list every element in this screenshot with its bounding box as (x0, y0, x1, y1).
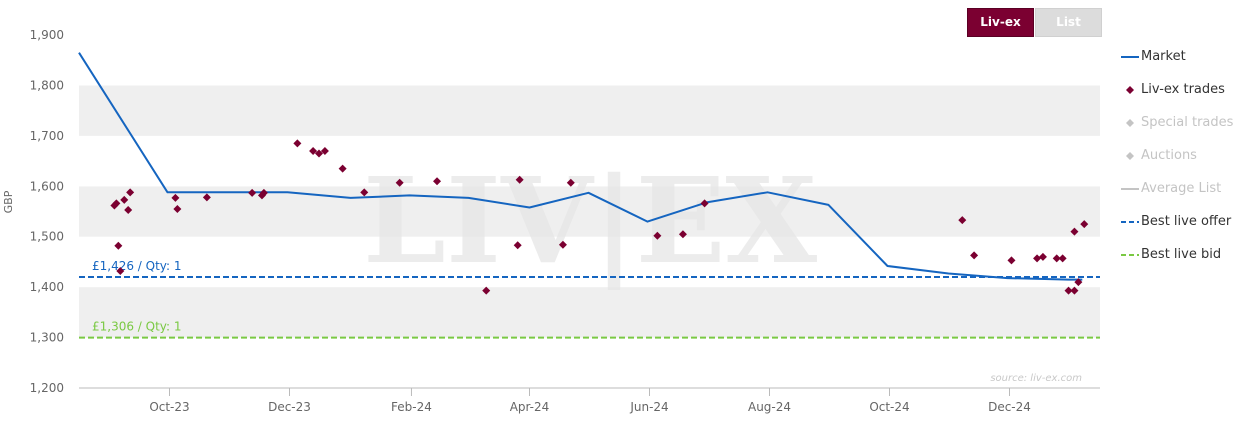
legend-label: Special trades (1141, 115, 1234, 130)
reference-line-label: £1,306 / Qty: 1 (92, 320, 182, 334)
trade-point[interactable] (1033, 254, 1042, 263)
y-tick-label: 1,500 (30, 230, 64, 244)
y-tick-label: 1,700 (30, 129, 64, 143)
trade-point[interactable] (173, 204, 182, 213)
y-tick-label: 1,200 (30, 381, 64, 395)
x-tick-label: Dec-23 (268, 400, 311, 414)
legend-item-special-trades[interactable]: Special trades (1120, 106, 1238, 139)
watermark: LIV|EX (363, 151, 818, 290)
trade-point[interactable] (958, 216, 967, 225)
x-tick-label: Apr-24 (510, 400, 550, 414)
y-tick-label: 1,800 (30, 78, 64, 92)
trade-point[interactable] (360, 188, 369, 197)
y-tick-label: 1,400 (30, 280, 64, 294)
x-tick-label: Oct-23 (149, 400, 189, 414)
legend-label: Auctions (1141, 148, 1197, 163)
trade-point[interactable] (320, 146, 329, 155)
y-axis-title: GBP (2, 190, 15, 213)
trade-point[interactable] (1070, 227, 1079, 236)
x-tick-label: Feb-24 (391, 400, 432, 414)
legend-item-best-live-offer[interactable]: Best live offer (1120, 205, 1238, 238)
grid-band (79, 85, 1100, 136)
line-icon (1120, 183, 1140, 195)
legend-label: Best live bid (1141, 247, 1222, 262)
trade-point[interactable] (1007, 256, 1016, 265)
trade-point[interactable] (309, 146, 318, 155)
trade-point[interactable] (1052, 254, 1061, 263)
legend-item-average-list[interactable]: Average List (1120, 172, 1238, 205)
livex-toggle-button[interactable]: Liv-ex (967, 8, 1034, 37)
diamond-icon (1120, 150, 1140, 162)
grid-band (79, 135, 1100, 187)
y-tick-label: 1,300 (30, 331, 64, 345)
trade-point[interactable] (482, 286, 491, 295)
trade-point[interactable] (171, 193, 180, 202)
trade-point[interactable] (700, 199, 709, 208)
dashed-line-icon (1120, 216, 1140, 228)
trade-point[interactable] (338, 164, 347, 173)
x-tick-label: Aug-24 (748, 400, 791, 414)
legend-label: Average List (1141, 181, 1222, 196)
trade-point[interactable] (1070, 286, 1079, 295)
legend: Market Liv-ex trades Special trades Auct… (1120, 40, 1238, 271)
trade-point[interactable] (433, 177, 442, 186)
trade-point[interactable] (558, 240, 567, 249)
grid-band (79, 236, 1100, 288)
trade-point[interactable] (112, 199, 121, 208)
grid-band (79, 287, 1100, 338)
diamond-icon (1120, 84, 1140, 96)
trade-point[interactable] (395, 178, 404, 187)
market-line (78, 52, 1083, 281)
trade-point[interactable] (1074, 278, 1083, 287)
trade-point[interactable] (126, 188, 135, 197)
x-tick-label: Dec-24 (988, 400, 1031, 414)
trade-point[interactable] (513, 241, 522, 250)
trade-point[interactable] (248, 188, 257, 197)
trade-point[interactable] (202, 193, 211, 202)
line-icon (1120, 51, 1140, 63)
trade-point[interactable] (120, 195, 129, 204)
trade-point[interactable] (116, 267, 125, 276)
legend-item-livex-trades[interactable]: Liv-ex trades (1120, 73, 1238, 106)
source-credit: source: liv-ex.com (990, 373, 1082, 384)
trade-point[interactable] (1038, 252, 1047, 261)
trade-point[interactable] (124, 205, 133, 214)
trade-point[interactable] (566, 178, 575, 187)
legend-item-market[interactable]: Market (1120, 40, 1238, 73)
trade-point[interactable] (970, 251, 979, 260)
reference-line-label: £1,426 / Qty: 1 (92, 259, 182, 273)
grid-band (79, 186, 1100, 237)
x-tick-label: Oct-24 (869, 400, 909, 414)
grid-band (79, 337, 1100, 388)
x-tick-label: Jun-24 (629, 400, 668, 414)
diamond-icon (1120, 117, 1140, 129)
trade-point[interactable] (678, 230, 687, 239)
trade-point[interactable] (293, 139, 302, 148)
legend-label: Liv-ex trades (1141, 82, 1225, 97)
list-toggle-button[interactable]: List (1035, 8, 1102, 37)
trade-point[interactable] (1058, 254, 1067, 263)
y-tick-label: 1,900 (30, 28, 64, 42)
grid-band (79, 35, 1100, 86)
legend-item-best-live-bid[interactable]: Best live bid (1120, 238, 1238, 271)
trade-point[interactable] (315, 149, 324, 158)
trade-point[interactable] (259, 188, 268, 197)
dashed-line-icon (1120, 249, 1140, 261)
trade-point[interactable] (515, 175, 524, 184)
trade-point[interactable] (114, 241, 123, 250)
y-tick-label: 1,600 (30, 179, 64, 193)
legend-label: Market (1141, 49, 1186, 64)
legend-item-auctions[interactable]: Auctions (1120, 139, 1238, 172)
legend-label: Best live offer (1141, 214, 1232, 229)
trade-point[interactable] (1080, 220, 1089, 229)
trade-point[interactable] (653, 231, 662, 240)
trade-point[interactable] (1064, 286, 1073, 295)
